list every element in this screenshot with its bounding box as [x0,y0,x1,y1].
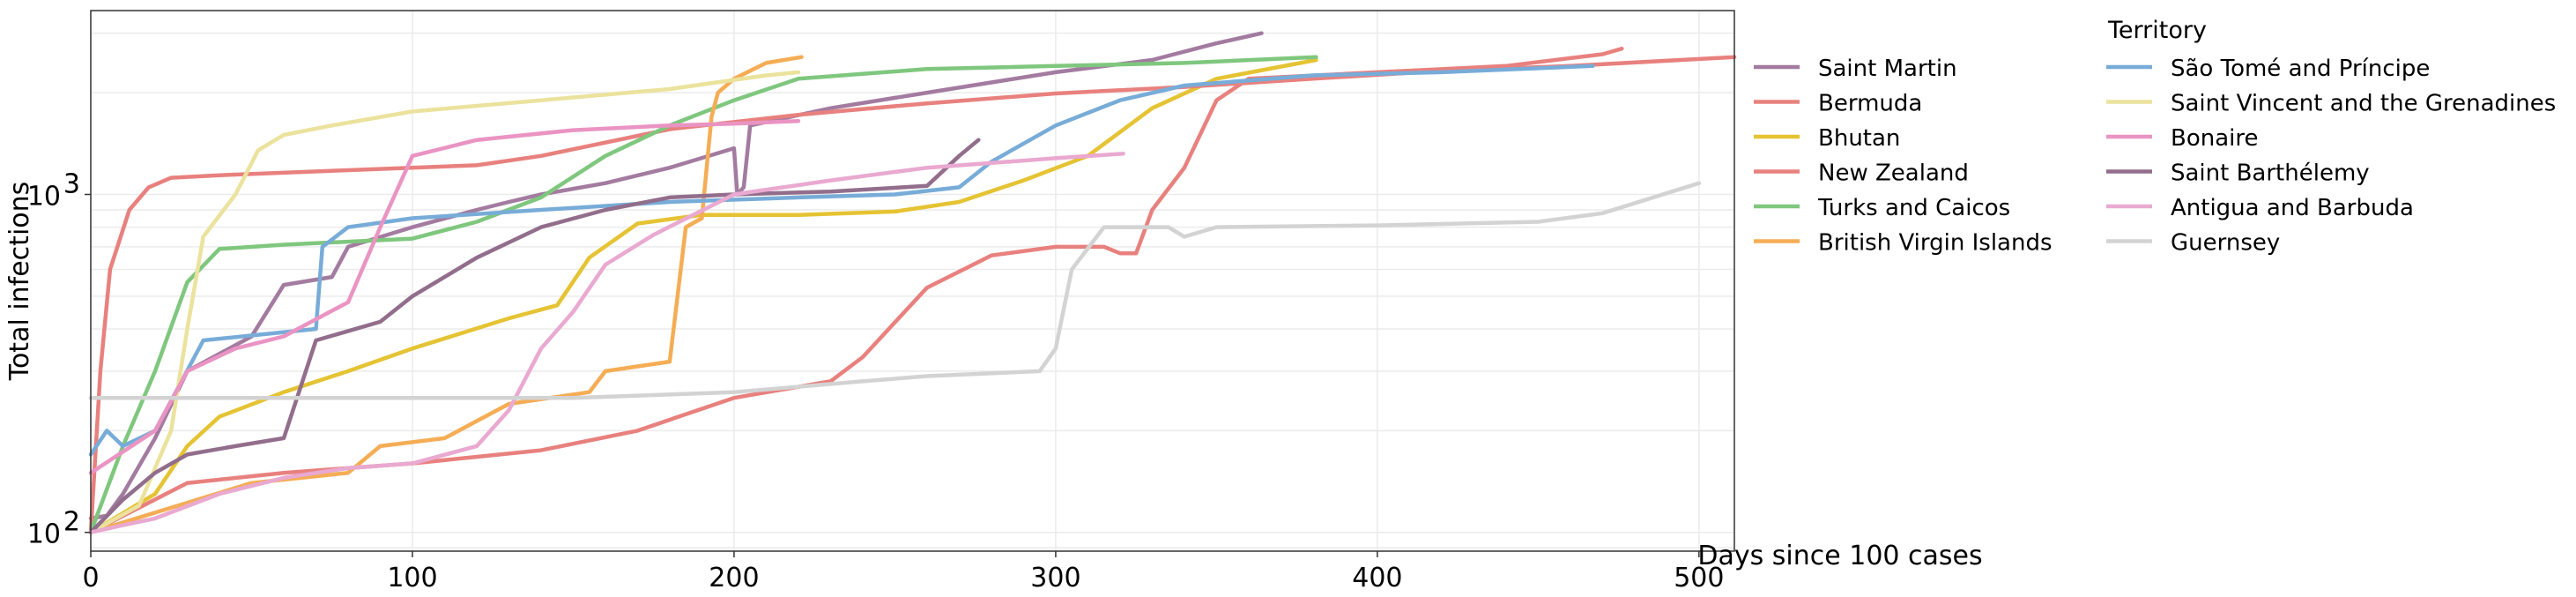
legend: Territory Saint Martin Bermuda Bhutan New Z… [1754,17,2556,257]
series-line-8 [88,118,801,475]
y-tick-label: 10 [27,519,61,550]
x-axis: 0 100 200 300 400 500 [82,551,1724,593]
series-line-9 [88,138,981,534]
legend-entry: British Virgin Islands [1818,230,2053,257]
plot-frame [90,10,1735,552]
x-tick-label: 500 [1674,563,1724,593]
legend-entry: Saint Barthélemy [2171,160,2370,187]
legend-entry: Antigua and Barbuda [2171,195,2414,221]
series-lines [88,31,1737,534]
legend-entry: Guernsey [2171,230,2280,257]
y-tick-exponent: 3 [63,169,80,200]
legend-entry: Bonaire [2171,125,2259,152]
x-tick-label: 400 [1352,563,1402,593]
x-tick-label: 100 [387,563,437,593]
x-tick-label: 300 [1030,563,1080,593]
legend-entry: Saint Martin [1818,56,1957,82]
x-tick-label: 200 [709,563,759,593]
y-axis-title: Total infections [4,182,35,382]
series-line-0 [88,31,1264,521]
legend-entry: São Tomé and Príncipe [2171,56,2430,82]
series-line-3 [88,55,1737,534]
series-line-4 [88,55,1318,534]
series-line-10 [88,152,1125,534]
x-tick-label: 0 [82,563,99,593]
y-tick-exponent: 2 [63,507,80,538]
legend-entry: Bhutan [1818,125,1900,152]
series-line-2 [88,57,1318,534]
legend-entry: Bermuda [1818,91,1922,117]
series-line-5 [88,55,804,534]
legend-entry: Turks and Caicos [1817,195,2010,221]
y-tick-label: 10 [27,182,61,213]
x-axis-title: Days since 100 cases [1697,541,1982,571]
legend-entry: New Zealand [1818,160,1969,187]
legend-entry: Saint Vincent and the Grenadines [2171,91,2556,117]
series-line-7 [88,70,801,534]
legend-title: Territory [2107,17,2207,44]
series-line-11 [88,181,1702,400]
